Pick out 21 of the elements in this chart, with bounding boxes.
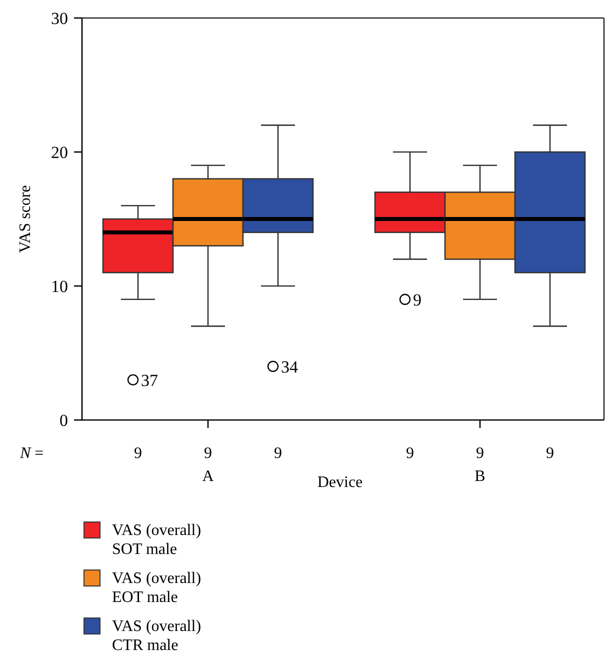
- annotation: 37: [141, 370, 158, 390]
- y-tick-label: 0: [60, 410, 68, 430]
- legend-label: VAS (overall) CTR male: [112, 618, 202, 651]
- text: N =: [19, 445, 44, 462]
- annotation: 34: [281, 357, 298, 376]
- y-axis-title: VAS score: [17, 185, 34, 253]
- text: 9: [406, 445, 414, 462]
- text: 9: [134, 445, 142, 462]
- y-tick-label: 30: [51, 8, 68, 28]
- legend-label: VAS (overall) EOT male: [112, 570, 202, 606]
- annotation: 9: [413, 290, 422, 310]
- y-tick-label: 20: [51, 142, 68, 162]
- text: 9: [476, 445, 484, 462]
- text: 9: [274, 445, 282, 462]
- text: 9: [204, 445, 212, 462]
- y-tick-label: 10: [51, 276, 68, 296]
- x-tick-label: B: [474, 468, 486, 485]
- legend-label: VAS (overall) SOT male: [112, 522, 202, 558]
- x-axis-title: Device: [317, 474, 363, 491]
- text: 9: [546, 445, 554, 462]
- x-tick-label: A: [202, 468, 214, 485]
